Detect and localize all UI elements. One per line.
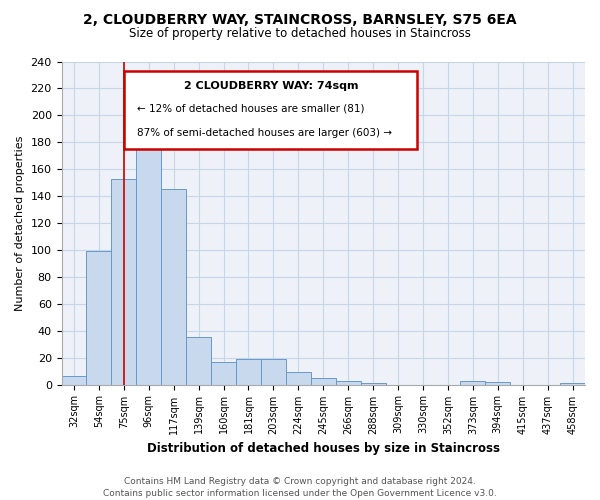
Bar <box>286 372 311 384</box>
X-axis label: Distribution of detached houses by size in Staincross: Distribution of detached houses by size … <box>147 442 500 455</box>
Bar <box>236 359 261 384</box>
Bar <box>86 252 112 384</box>
Bar <box>336 380 361 384</box>
Text: 2, CLOUDBERRY WAY, STAINCROSS, BARNSLEY, S75 6EA: 2, CLOUDBERRY WAY, STAINCROSS, BARNSLEY,… <box>83 12 517 26</box>
Bar <box>161 190 186 384</box>
FancyBboxPatch shape <box>124 71 418 148</box>
Bar <box>485 382 510 384</box>
Text: Contains HM Land Registry data © Crown copyright and database right 2024.: Contains HM Land Registry data © Crown c… <box>124 477 476 486</box>
Bar <box>311 378 336 384</box>
Bar <box>211 362 236 384</box>
Bar <box>186 338 211 384</box>
Bar <box>136 116 161 384</box>
Bar <box>560 383 585 384</box>
Bar <box>112 178 136 384</box>
Text: Contains public sector information licensed under the Open Government Licence v3: Contains public sector information licen… <box>103 488 497 498</box>
Y-axis label: Number of detached properties: Number of detached properties <box>15 136 25 310</box>
Text: 87% of semi-detached houses are larger (603) →: 87% of semi-detached houses are larger (… <box>137 128 392 138</box>
Bar <box>261 359 286 384</box>
Bar <box>62 376 86 384</box>
Text: 2 CLOUDBERRY WAY: 74sqm: 2 CLOUDBERRY WAY: 74sqm <box>184 81 358 91</box>
Text: ← 12% of detached houses are smaller (81): ← 12% of detached houses are smaller (81… <box>137 104 365 114</box>
Text: Size of property relative to detached houses in Staincross: Size of property relative to detached ho… <box>129 28 471 40</box>
Bar <box>460 380 485 384</box>
Bar <box>361 383 386 384</box>
